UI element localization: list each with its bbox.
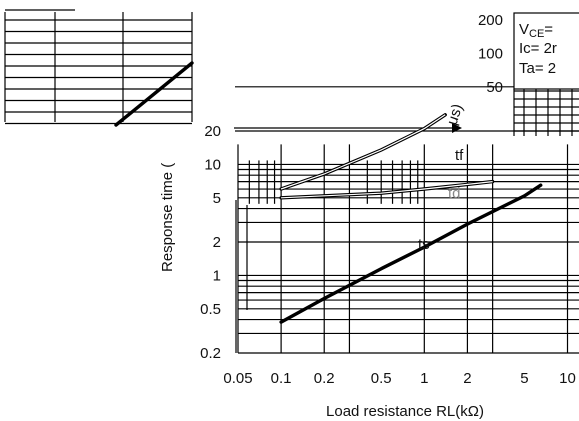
x-tick-label: 1 [420, 370, 428, 387]
tick-layer: 0.050.10.20.5125100.20.51251020501002005… [200, 12, 576, 387]
series-label-tf: tf [455, 147, 464, 164]
x-axis-title: Load resistance RL(kΩ) [326, 403, 484, 420]
y-tick-label: 2 [213, 234, 221, 251]
legend-ic: Ic= 2r [519, 40, 557, 57]
series-line-tf [279, 113, 447, 191]
series-label-td: td [448, 185, 461, 202]
curve-layer [114, 61, 543, 324]
y-tick-label: 20 [204, 123, 221, 140]
series-line-td [279, 179, 495, 200]
legend-vce: VCE= [519, 21, 553, 40]
x-tick-label: 0.1 [271, 370, 292, 387]
series-label-ts: ts [418, 236, 430, 253]
y-tick-label: 0.2 [200, 345, 221, 362]
x-tick-label: 0.05 [223, 370, 252, 387]
series-line-ts [279, 183, 543, 324]
y-tick-label: 0.5 [200, 301, 221, 318]
series-line-tf-inner [280, 114, 446, 190]
x-tick-label: 0.2 [314, 370, 335, 387]
x-tick-label: 5 [520, 370, 528, 387]
x-tick-label: 0.5 [371, 370, 392, 387]
y-axis-title: Response time ( [159, 163, 176, 272]
y-tick-label: 10 [204, 156, 221, 173]
legend-ta: Ta= 2 [519, 60, 556, 77]
y-tick-label: 5 [213, 190, 221, 207]
y-tick-label: 50 [486, 79, 503, 96]
leader-arrowhead [452, 123, 462, 133]
legend-box [513, 12, 579, 90]
y-tick-label: 100 [478, 45, 503, 62]
series-line-td-inner [281, 181, 493, 199]
y-tick-label: 200 [478, 12, 503, 29]
y-axis-unit-fragment: μs) [444, 102, 467, 127]
inset-curve [114, 61, 194, 127]
x-tick-label: 2 [463, 370, 471, 387]
y-tick-label: 1 [213, 267, 221, 284]
x-tick-label: 10 [559, 370, 576, 387]
